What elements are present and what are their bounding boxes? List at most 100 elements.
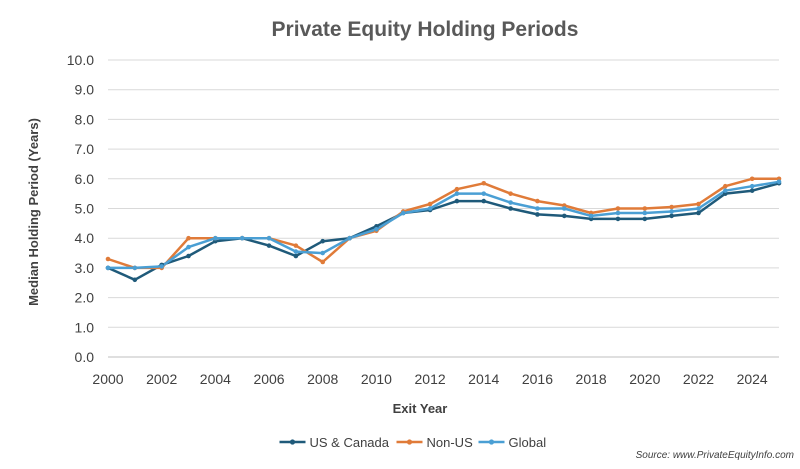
y-tick-label: 5.0 — [75, 201, 95, 217]
data-point-global — [105, 265, 111, 271]
data-point-us-canada — [535, 212, 540, 217]
data-point-us-canada — [642, 216, 648, 222]
data-point-non-us — [642, 206, 648, 211]
data-point-us-canada — [561, 213, 567, 219]
data-point-global — [642, 210, 648, 216]
y-tick-label: 6.0 — [75, 171, 95, 187]
x-axis-ticks: 2000 2002 2004 2006 2008 2010 2012 2014 2016 2018… — [92, 371, 768, 387]
data-point-global — [320, 250, 326, 256]
y-tick-label: 10.0 — [67, 52, 94, 68]
y-tick-label: 0.0 — [75, 349, 95, 365]
source-note: Source: www.PrivateEquityInfo.com — [636, 450, 794, 461]
y-tick-label: 2.0 — [75, 290, 95, 306]
data-point-global — [159, 264, 164, 269]
data-point-us-canada — [481, 198, 487, 204]
data-point-us-canada — [696, 210, 701, 216]
x-tick-label: 2016 — [522, 371, 553, 387]
series-line-global — [108, 180, 780, 270]
legend-label: Non-US — [427, 435, 474, 450]
data-point-global — [696, 206, 701, 211]
data-point-global — [293, 249, 299, 254]
y-axis-ticks: 0.0 1.0 2.0 3.0 4.0 5.0 6.0 7.0 8.0 9.0 10.0 — [67, 52, 94, 365]
data-point-global — [239, 235, 245, 241]
data-point-us-canada — [508, 206, 513, 211]
data-point-non-us — [508, 191, 513, 196]
x-tick-label: 2012 — [415, 371, 446, 387]
data-point-non-us — [723, 183, 728, 189]
data-point-global — [561, 206, 567, 211]
data-point-global — [374, 226, 379, 232]
x-tick-label: 2008 — [307, 371, 338, 387]
series-line-us-canada — [107, 182, 780, 282]
y-tick-label: 3.0 — [75, 260, 95, 276]
y-tick-label: 8.0 — [75, 111, 95, 127]
x-tick-label: 2018 — [576, 371, 607, 387]
data-point-global — [615, 210, 621, 216]
gridlines — [108, 59, 779, 328]
legend: US & Canada Non-US Global — [279, 435, 547, 450]
legend-marker — [406, 439, 413, 445]
data-point-non-us — [293, 243, 299, 248]
data-point-us-canada — [293, 253, 299, 259]
x-tick-label: 2024 — [737, 371, 768, 387]
data-point-us-canada — [266, 243, 272, 248]
data-point-global — [427, 206, 433, 211]
data-point-non-us — [105, 256, 111, 262]
x-tick-label: 2014 — [468, 371, 499, 387]
data-point-non-us — [186, 235, 191, 241]
data-point-global — [749, 183, 755, 189]
legend-marker — [289, 439, 296, 445]
x-tick-label: 2004 — [200, 371, 231, 387]
data-point-non-us — [669, 204, 674, 210]
x-tick-label: 2002 — [146, 371, 177, 387]
y-tick-label: 9.0 — [75, 82, 95, 98]
data-point-us-canada — [615, 216, 621, 222]
data-point-non-us — [696, 201, 701, 207]
y-tick-label: 7.0 — [75, 141, 95, 157]
data-point-non-us — [749, 176, 755, 182]
chart-title: Private Equity Holding Periods — [272, 18, 579, 41]
data-point-global — [400, 210, 406, 216]
legend-marker — [488, 439, 495, 445]
data-point-global — [776, 179, 782, 185]
data-point-global — [186, 244, 191, 250]
legend-item: Non-US — [396, 435, 474, 450]
data-point-global — [347, 235, 352, 241]
data-point-us-canada — [320, 238, 326, 244]
data-point-non-us — [320, 259, 326, 265]
y-tick-label: 1.0 — [75, 319, 95, 335]
data-point-global — [481, 191, 487, 196]
x-tick-label: 2000 — [92, 371, 123, 387]
x-tick-label: 2006 — [253, 371, 284, 387]
data-point-us-canada — [749, 188, 755, 193]
x-axis-label: Exit Year — [393, 401, 448, 416]
series-lines — [107, 177, 780, 282]
legend-label: Global — [509, 435, 547, 450]
data-point-non-us — [427, 201, 433, 207]
y-tick-label: 4.0 — [75, 230, 95, 246]
data-point-non-us — [454, 186, 460, 192]
data-point-us-canada — [132, 277, 138, 283]
legend-item: US & Canada — [279, 435, 390, 450]
data-point-non-us — [535, 198, 540, 204]
data-point-us-canada — [669, 213, 674, 219]
data-point-non-us — [615, 206, 621, 211]
series-points — [105, 176, 782, 283]
x-tick-label: 2022 — [683, 371, 714, 387]
data-point-global — [723, 188, 728, 193]
data-point-us-canada — [454, 198, 460, 204]
data-point-global — [213, 235, 218, 241]
data-point-non-us — [481, 180, 487, 186]
data-point-global — [266, 235, 272, 241]
y-axis-label: Median Holding Period (Years) — [26, 118, 41, 306]
data-point-global — [132, 265, 138, 271]
legend-label: US & Canada — [310, 435, 390, 450]
series-line-non-us — [107, 177, 779, 270]
legend-item: Global — [478, 435, 547, 450]
data-point-global — [669, 209, 674, 214]
data-point-global — [454, 191, 460, 196]
x-tick-label: 2010 — [361, 371, 392, 387]
data-point-global — [588, 213, 594, 219]
